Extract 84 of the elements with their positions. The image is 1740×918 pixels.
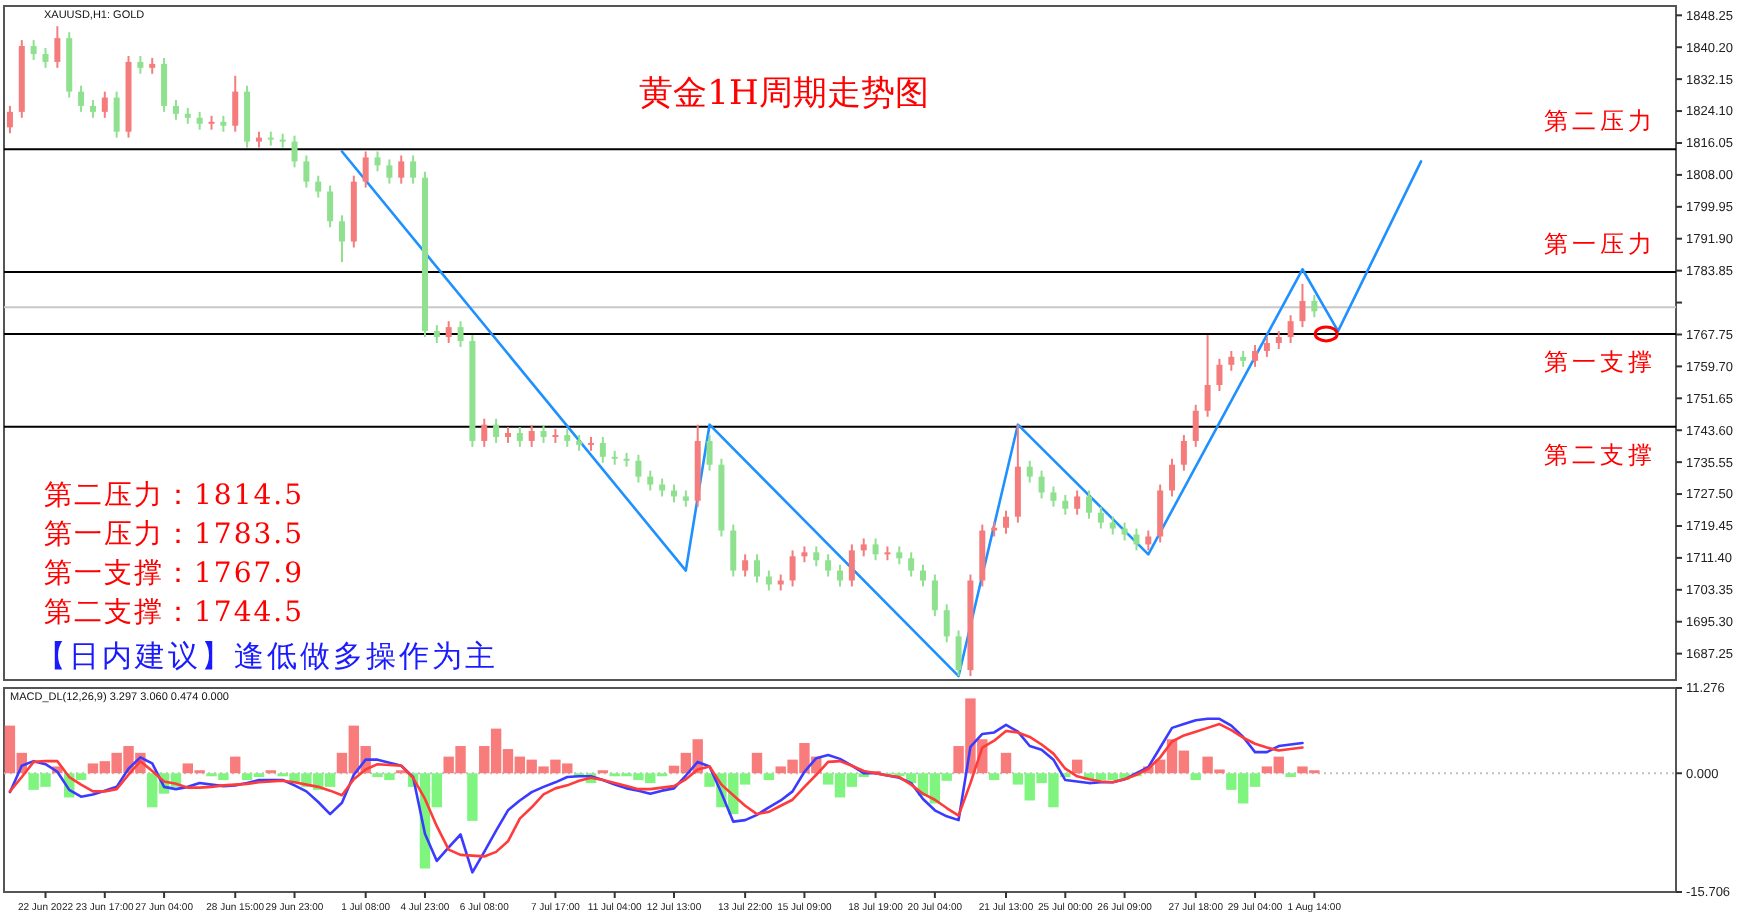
candlestick	[410, 154, 417, 185]
candlestick	[303, 154, 310, 189]
ref-line-label: 第一支撑	[1544, 347, 1656, 376]
candlestick	[1038, 469, 1045, 500]
candlestick	[837, 563, 843, 588]
annotation: 第二压力：1814.5	[44, 480, 304, 512]
candlestick	[362, 150, 369, 189]
candlestick	[54, 25, 61, 69]
candlestick	[825, 553, 832, 578]
bar	[1000, 752, 1012, 774]
text: 黄金1H周期走势图	[639, 74, 929, 114]
candlestick	[908, 551, 915, 578]
candlestick	[374, 150, 381, 173]
annotation: 【日内建议】逢低做多操作为主	[36, 638, 498, 674]
candlestick	[386, 158, 393, 185]
candlestick	[516, 426, 523, 448]
candlestick	[1050, 485, 1057, 508]
candlestick	[291, 134, 298, 169]
candlestick	[599, 435, 606, 464]
candlestick	[1287, 314, 1294, 344]
candlestick	[1228, 349, 1235, 372]
candlestick	[1026, 459, 1033, 484]
bar	[1071, 759, 1083, 774]
candlestick	[6, 104, 13, 135]
bar	[988, 773, 1000, 781]
candlestick	[1086, 489, 1093, 520]
candlestick	[457, 320, 464, 348]
candlestick	[1145, 529, 1152, 552]
bar	[763, 773, 775, 781]
candlestick	[920, 563, 927, 588]
candlestick	[943, 603, 950, 644]
candlestick	[813, 545, 820, 568]
candlestick	[78, 84, 85, 113]
candlestick	[1003, 509, 1010, 535]
bar	[230, 756, 241, 774]
candlestick	[172, 98, 179, 121]
candlestick	[113, 90, 120, 139]
candlestick	[789, 549, 796, 588]
candlestick	[1311, 294, 1318, 319]
candlestick	[730, 523, 737, 578]
candlestick	[931, 573, 938, 618]
candlestick	[955, 629, 962, 678]
candlestick	[493, 417, 500, 444]
candlestick	[635, 453, 642, 484]
candlestick	[1180, 433, 1187, 472]
candlestick	[315, 174, 322, 199]
candlestick	[1062, 493, 1069, 516]
candlestick	[327, 184, 334, 229]
candlestick	[647, 469, 654, 492]
candlestick	[101, 90, 108, 119]
candlestick	[161, 56, 168, 113]
candlestick	[42, 47, 49, 69]
candlestick	[481, 417, 488, 448]
candlestick	[1192, 403, 1199, 448]
candlestick	[706, 433, 713, 472]
bar	[467, 773, 478, 821]
candlestick	[1204, 334, 1211, 418]
candlestick	[1252, 343, 1259, 368]
candlestick	[1169, 457, 1176, 498]
candlestick	[528, 424, 535, 448]
candlestick	[445, 320, 452, 344]
candlestick	[753, 553, 760, 584]
candlestick	[30, 39, 37, 61]
bar	[1190, 773, 1201, 781]
annotation: 第一支撑：1767.9	[44, 558, 304, 590]
candlestick	[1263, 336, 1270, 358]
candlestick	[1157, 483, 1164, 544]
candlestick	[1216, 357, 1223, 392]
bar	[751, 752, 763, 774]
ref-line-label: 第二压力	[1544, 107, 1656, 136]
ref-line-label: 第二支撑	[1544, 440, 1656, 469]
candlestick	[872, 537, 879, 562]
candlestick	[1133, 527, 1140, 552]
candlestick	[1074, 489, 1081, 516]
candlestick	[1299, 282, 1306, 329]
candlestick	[848, 543, 855, 588]
candlestick	[1097, 505, 1104, 530]
annotation: 第二支撑：1744.5	[44, 597, 304, 629]
candlestick	[232, 74, 239, 133]
candlestick	[398, 154, 405, 185]
annotation: 第一压力：1783.5	[44, 519, 304, 551]
ref-line-label: 第一压力	[1544, 230, 1656, 259]
candlestick	[742, 553, 749, 578]
candlestick	[338, 214, 345, 264]
